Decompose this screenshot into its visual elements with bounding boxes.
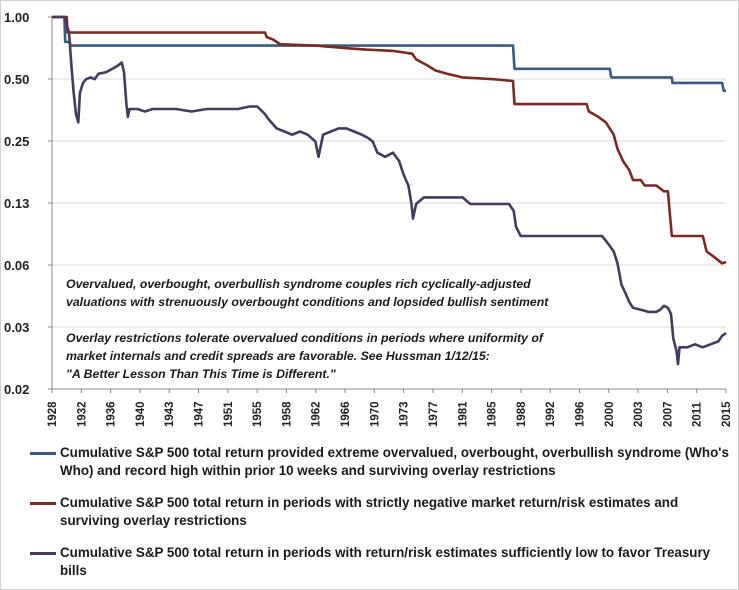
x-tick-label: 2011 (692, 401, 704, 427)
series-line-1 (52, 15, 726, 93)
series-line-3 (52, 15, 727, 366)
x-tick-label: 1977 (428, 401, 440, 427)
x-tick-label: 1928 (47, 401, 59, 427)
x-axis-ticks: 1928 1932 1936 1940 1943 1947 1951 1955 1958 1962… (47, 389, 733, 427)
annotation-line-1: Overvalued, overbought, overbullish synd… (66, 277, 531, 291)
legend-item-3: Cumulative S&P 500 total return in perio… (30, 544, 730, 580)
x-tick-label: 2000 (604, 401, 616, 427)
x-tick-label: 1958 (281, 401, 293, 427)
legend-label-2: Cumulative S&P 500 total return in perio… (60, 495, 679, 528)
x-tick-label: 1970 (369, 401, 381, 427)
x-tick-label: 1992 (545, 401, 557, 427)
x-tick-label: 1996 (574, 401, 586, 427)
annotation-line-5: "A Better Lesson Than This Time is Diffe… (66, 367, 336, 381)
annotation-line-3: Overlay restrictions tolerate overvalued… (66, 331, 545, 345)
x-tick-label: 1973 (399, 401, 411, 427)
y-tick-label: 0.06 (4, 258, 29, 273)
x-tick-label: 1936 (106, 401, 118, 427)
legend-label-1: Cumulative S&P 500 total return provided… (60, 445, 729, 478)
x-tick-label: 1932 (76, 401, 88, 427)
y-tick-label: 0.13 (4, 196, 29, 211)
annotation-line-4: market internals and credit spreads are … (66, 349, 490, 363)
y-axis-ticks: 1.00 0.50 0.25 0.13 0.06 0.03 0.02 (4, 10, 52, 397)
x-tick-label: 2007 (662, 401, 674, 427)
annotation-line-2: valuations with strenuously overbought c… (66, 295, 549, 309)
legend-swatch-3 (30, 552, 56, 555)
x-tick-label: 1951 (223, 401, 235, 427)
y-tick-label: 1.00 (4, 10, 29, 25)
legend-item-2: Cumulative S&P 500 total return in perio… (30, 494, 730, 530)
x-tick-label: 2003 (633, 401, 645, 427)
x-tick-label: 1940 (135, 401, 147, 427)
x-tick-label: 1988 (516, 401, 528, 427)
series-line-2 (52, 15, 727, 265)
y-tick-label: 0.02 (4, 382, 29, 397)
x-tick-label: 1985 (487, 401, 499, 427)
legend-swatch-2 (30, 502, 56, 505)
annotation-box: Overvalued, overbought, overbullish synd… (66, 277, 549, 381)
x-tick-label: 1962 (311, 401, 323, 427)
legend-label-3: Cumulative S&P 500 total return in perio… (60, 545, 711, 578)
gridlines (52, 78, 726, 328)
legend-item-1: Cumulative S&P 500 total return provided… (30, 444, 730, 480)
series-lines (52, 15, 727, 366)
y-tick-label: 0.03 (4, 320, 29, 335)
line-chart: 1.00 0.50 0.25 0.13 0.06 0.03 0.02 1928 1932 193… (4, 10, 733, 427)
x-tick-label: 1966 (340, 401, 352, 427)
y-tick-label: 0.50 (4, 72, 29, 87)
x-tick-label: 1955 (252, 401, 264, 427)
x-tick-label: 2015 (721, 401, 733, 427)
x-tick-label: 1943 (164, 401, 176, 427)
x-tick-label: 1981 (457, 401, 469, 427)
legend-swatch-1 (30, 452, 56, 455)
x-tick-label: 1947 (194, 401, 206, 427)
y-tick-label: 0.25 (4, 134, 29, 149)
